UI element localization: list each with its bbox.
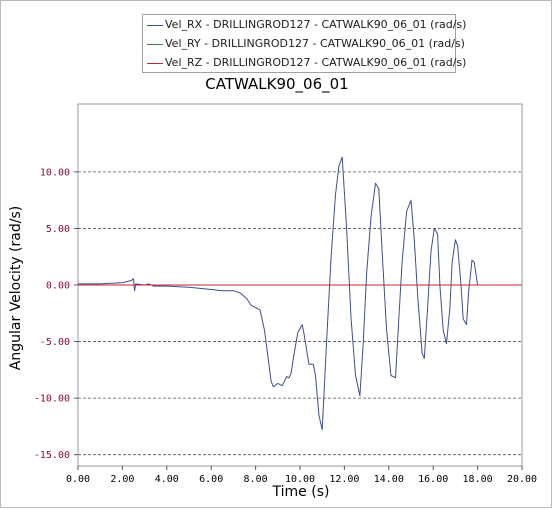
y-tick-label: 0.00 [46,281,70,292]
x-tick-label: 8.00 [244,474,268,485]
legend-item-ry: Vel_RY - DRILLINGROD127 - CATWALK90_06_0… [143,35,465,54]
x-tick-label: 6.00 [199,474,223,485]
x-tick-label: 2.00 [110,474,134,485]
y-axis-label: Angular Velocity (rad/s) [8,205,24,371]
y-tick-label: 5.00 [46,224,70,235]
legend-swatch-rz [147,63,163,64]
y-tick-label: 10.00 [40,167,70,178]
x-tick-label: 10.00 [285,474,315,485]
x-tick-label: 14.00 [374,474,404,485]
legend-swatch-rx [147,25,163,26]
chart-title: CATWALK90_06_01 [205,75,349,93]
legend-label-rz: Vel_RZ - DRILLINGROD127 - CATWALK90_06_0… [165,56,467,69]
x-tick-label: 20.00 [507,474,537,485]
legend-label-rx: Vel_RX - DRILLINGROD127 - CATWALK90_06_0… [165,18,467,31]
x-axis-label: Time (s) [272,484,330,500]
legend-label-ry: Vel_RY - DRILLINGROD127 - CATWALK90_06_0… [165,37,465,50]
y-tick-label: -5.00 [40,337,70,348]
x-tick-label: 0.00 [66,474,90,485]
x-tick-label: 18.00 [463,474,493,485]
legend-item-rz: Vel_RZ - DRILLINGROD127 - CATWALK90_06_0… [143,54,466,73]
series-line-rx [78,156,522,431]
legend-swatch-ry [147,44,163,45]
x-tick-label: 12.00 [329,474,359,485]
legend: Vel_RX - DRILLINGROD127 - CATWALK90_06_0… [142,14,466,73]
legend-item-rx: Vel_RX - DRILLINGROD127 - CATWALK90_06_0… [143,16,466,35]
y-tick-label: -10.00 [34,394,70,405]
x-tick-label: 16.00 [418,474,448,485]
x-tick-label: 4.00 [155,474,179,485]
y-tick-label: -15.00 [34,450,70,461]
